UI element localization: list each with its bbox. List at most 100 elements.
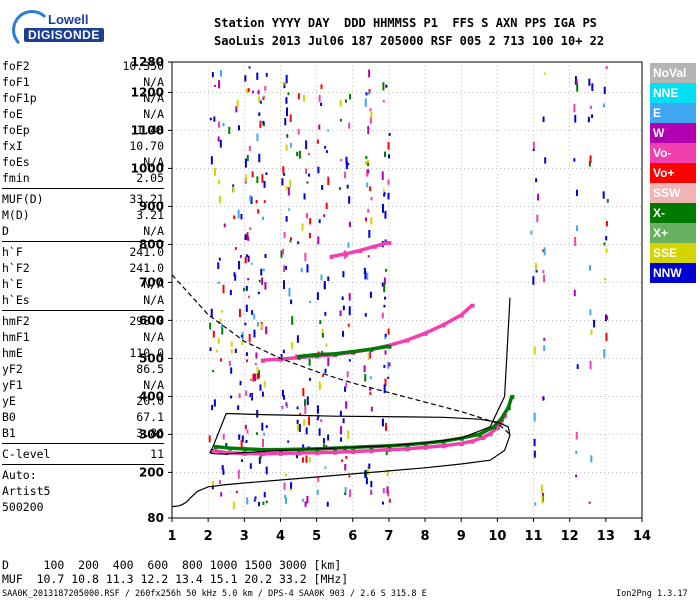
noise-echo (281, 389, 284, 397)
noise-echo (384, 336, 387, 340)
noise-echo (263, 380, 266, 388)
noise-echo (257, 89, 260, 95)
auto-label: Auto: (2, 468, 37, 482)
noise-echo (324, 145, 327, 149)
noise-echo (282, 166, 285, 174)
parameter-name: B1 (2, 426, 16, 440)
divider (2, 310, 164, 311)
noise-echo (285, 185, 288, 190)
noise-echo (345, 401, 348, 409)
noise-echo (291, 316, 294, 325)
noise-echo (349, 93, 352, 100)
noise-echo (263, 200, 266, 203)
noise-echo (388, 154, 391, 159)
noise-echo (296, 335, 299, 343)
noise-echo (327, 357, 330, 366)
noise-echo (255, 199, 258, 204)
noise-echo (303, 193, 306, 200)
noise-echo (342, 271, 345, 278)
noise-echo (368, 89, 371, 94)
noise-echo (287, 92, 290, 96)
noise-echo (348, 221, 351, 228)
noise-echo (222, 469, 225, 475)
chart-noise-echoes (208, 66, 609, 510)
noise-echo (282, 81, 285, 86)
noise-echo (288, 287, 291, 297)
noise-echo (367, 169, 370, 174)
noise-echo (382, 488, 385, 494)
noise-echo (318, 428, 321, 436)
trace-segment (359, 244, 375, 253)
noise-echo (254, 496, 257, 500)
noise-echo (364, 470, 367, 479)
noise-echo (256, 176, 259, 184)
noise-echo (347, 323, 350, 327)
noise-echo (256, 367, 259, 373)
noise-echo (236, 99, 239, 107)
trace-segment (460, 439, 473, 446)
noise-echo (265, 466, 268, 475)
noise-echo (297, 93, 300, 100)
noise-echo (318, 219, 321, 224)
noise-echo (285, 402, 288, 406)
trace-segment (406, 331, 426, 342)
noise-echo (220, 310, 223, 313)
noise-echo (589, 265, 592, 271)
header-row-labels: Station YYYY DAY DDD HHMMSS P1 FFS S AXN… (214, 16, 597, 30)
noise-echo (344, 463, 347, 471)
legend-item-sse: SSE (650, 243, 696, 263)
parameter-value: N/A (143, 91, 164, 105)
noise-echo (245, 88, 248, 94)
noise-echo (223, 223, 226, 228)
noise-echo (211, 72, 214, 78)
noise-echo (308, 358, 311, 366)
chart-series (171, 240, 515, 508)
noise-echo (259, 384, 262, 391)
noise-echo (587, 116, 590, 123)
noise-echo (573, 289, 576, 297)
noise-echo (534, 502, 537, 506)
noise-echo (317, 166, 320, 174)
noise-echo (247, 236, 250, 241)
noise-echo (282, 349, 285, 354)
y-tick-label: 500 (139, 351, 164, 365)
noise-echo (217, 179, 220, 185)
parameter-value: N/A (143, 75, 164, 89)
noise-echo (248, 66, 251, 69)
noise-echo (303, 419, 306, 427)
noise-echo (211, 486, 214, 490)
noise-echo (302, 94, 305, 102)
x-tick-label: 10 (488, 529, 506, 544)
noise-echo (340, 158, 343, 162)
footer-distance-row: D 100 200 400 600 800 1000 1500 3000 [km… (2, 558, 342, 572)
noise-echo (258, 370, 261, 379)
noise-echo (246, 497, 249, 505)
x-tick-label: 6 (348, 529, 357, 544)
noise-echo (543, 274, 546, 283)
noise-echo (367, 255, 370, 258)
parameter-name: B0 (2, 410, 16, 424)
noise-echo (209, 322, 212, 330)
noise-echo (283, 482, 286, 490)
noise-echo (324, 311, 327, 316)
noise-echo (574, 236, 577, 246)
noise-echo (532, 141, 535, 149)
noise-echo (323, 443, 326, 448)
x-tick-label: 12 (561, 529, 579, 544)
y-tick-label: 300 (139, 427, 164, 441)
noise-echo (308, 152, 311, 156)
noise-echo (384, 350, 387, 355)
x-tick-label: 1 (167, 529, 176, 544)
noise-echo (348, 475, 351, 478)
noise-echo (606, 199, 609, 203)
parameter-name: fxI (2, 139, 23, 153)
noise-echo (364, 98, 367, 107)
parameter-value: 110.0 (129, 346, 164, 360)
noise-echo (254, 373, 257, 382)
noise-echo (213, 84, 216, 87)
noise-echo (573, 158, 576, 162)
noise-echo (213, 116, 216, 122)
noise-echo (290, 299, 293, 305)
noise-echo (263, 95, 266, 98)
noise-echo (327, 176, 330, 186)
